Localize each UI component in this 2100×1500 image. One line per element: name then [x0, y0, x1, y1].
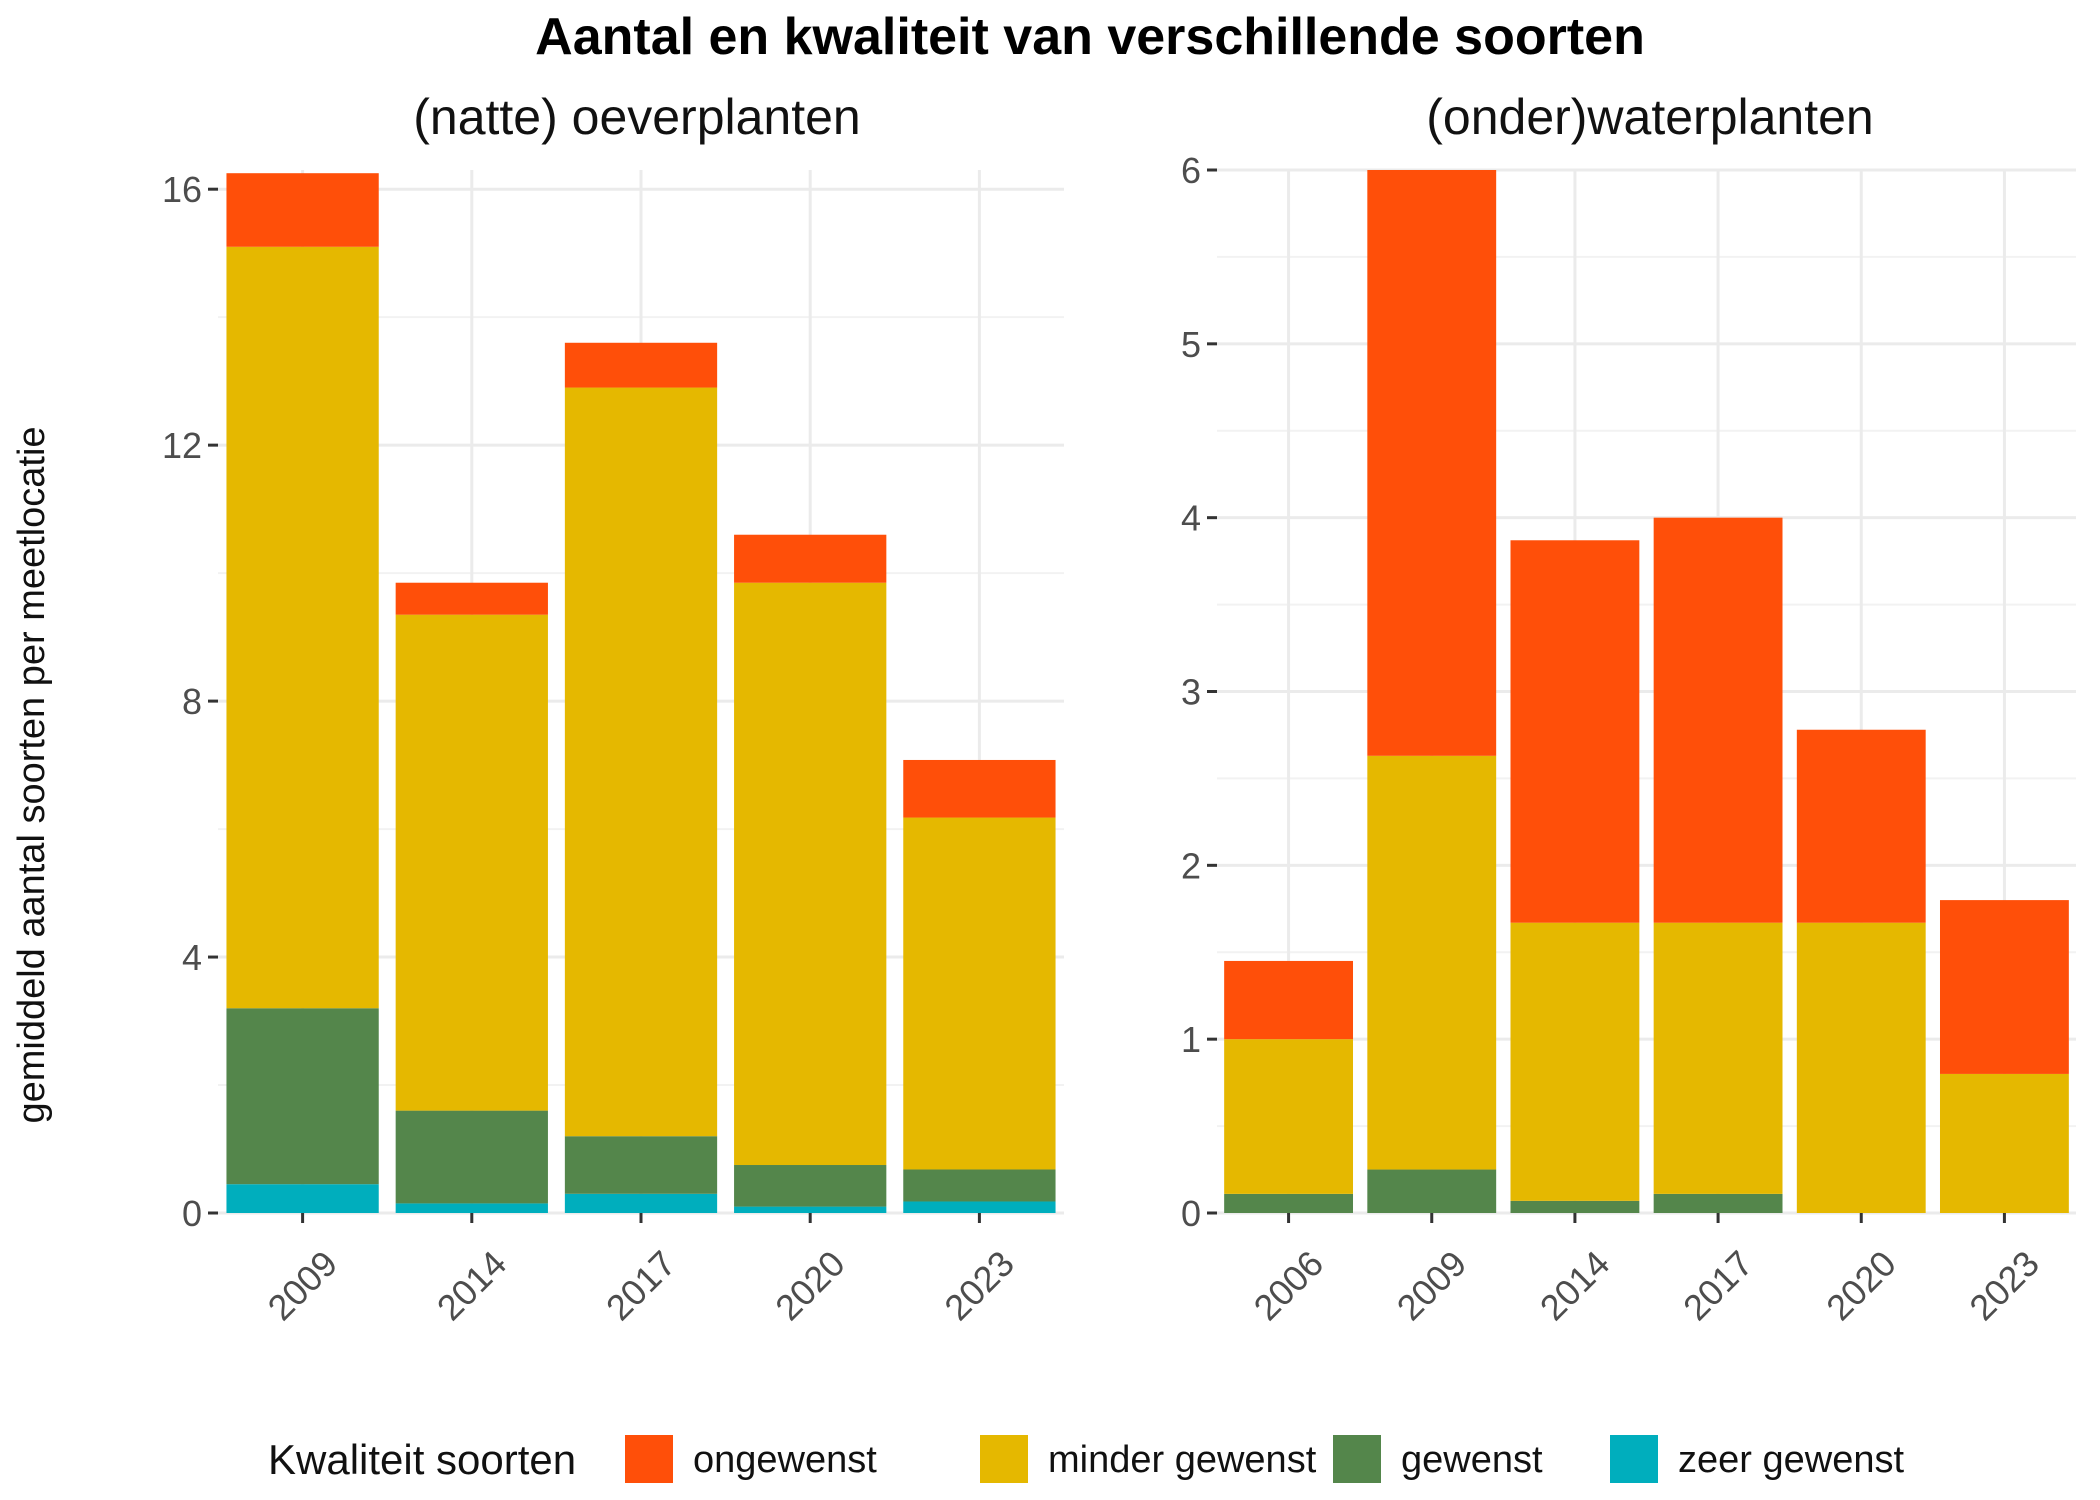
x-tick-label-2014: 2014 [1532, 1243, 1618, 1329]
legend-label-gewenst: gewenst [1401, 1439, 1543, 1481]
legend-key-ongewenst [625, 1435, 673, 1483]
chart-title: Aantal en kwaliteit van verschillende so… [535, 8, 1645, 66]
bar-gewenst-2017 [1653, 1193, 1783, 1213]
legend-key-zeer-gewenst [1610, 1435, 1658, 1483]
bar-gewenst-2020 [734, 1165, 887, 1207]
bar-ongewenst-2014 [1510, 540, 1640, 923]
bar-ongewenst-2009 [226, 173, 379, 247]
bar-ongewenst-2006 [1224, 960, 1354, 1040]
panel-2-subtitle: (onder)waterplanten [1426, 89, 1874, 145]
bar-minder-gewenst-2014 [395, 614, 548, 1111]
bar-minder-gewenst-2017 [564, 387, 718, 1137]
bar-ongewenst-2020 [734, 534, 887, 583]
y-tick-label: 2 [1181, 845, 1201, 886]
bar-minder-gewenst-2006 [1224, 1039, 1354, 1194]
bar-minder-gewenst-2009 [226, 246, 379, 1009]
bar-ongewenst-2014 [395, 582, 548, 615]
bar-zeer-gewenst-2009 [226, 1184, 379, 1213]
legend-label-ongewenst: ongewenst [693, 1439, 877, 1481]
x-tick-label-2023: 2023 [936, 1243, 1022, 1329]
legend-title: Kwaliteit soorten [268, 1436, 576, 1483]
bar-minder-gewenst-2020 [1796, 922, 1926, 1213]
y-tick-label: 6 [1181, 150, 1201, 191]
legend-key-minder-gewenst [980, 1435, 1028, 1483]
bar-gewenst-2009 [226, 1008, 379, 1185]
bar-ongewenst-2017 [564, 342, 718, 388]
panel-1-subtitle: (natte) oeverplanten [413, 89, 861, 145]
y-tick-label: 12 [162, 425, 202, 466]
x-tick-label-2017: 2017 [598, 1243, 684, 1329]
y-axis-label: gemiddeld aantal soorten per meetlocatie [11, 426, 53, 1123]
bar-gewenst-2017 [564, 1136, 718, 1194]
x-tick-label-2020: 2020 [1818, 1243, 1904, 1329]
bar-minder-gewenst-2020 [734, 582, 887, 1166]
x-tick-label-2009: 2009 [260, 1243, 346, 1329]
bar-gewenst-2023 [903, 1169, 1056, 1202]
x-tick-label-2014: 2014 [429, 1243, 515, 1329]
panel-1: (natte) oeverplanten 0 4 8 12 16 2009 2014 2017 2… [162, 89, 1064, 1328]
x-tick-label-2023: 2023 [1961, 1243, 2047, 1329]
y-tick-label: 5 [1181, 324, 1201, 365]
y-tick-label: 0 [182, 1193, 202, 1234]
bar-gewenst-2014 [395, 1110, 548, 1204]
y-tick-label: 0 [1181, 1193, 1201, 1234]
legend-label-zeer-gewenst: zeer gewenst [1678, 1439, 1904, 1481]
bar-gewenst-2014 [1510, 1200, 1640, 1213]
y-tick-label: 4 [1181, 498, 1201, 539]
legend: Kwaliteit soorten ongewenst minder gewens… [268, 1435, 1904, 1483]
bar-minder-gewenst-2009 [1367, 755, 1497, 1170]
bar-minder-gewenst-2023 [903, 817, 1056, 1170]
bar-zeer-gewenst-2023 [903, 1201, 1056, 1213]
bar-ongewenst-2020 [1796, 729, 1926, 923]
x-tick-label-2020: 2020 [767, 1243, 853, 1329]
x-tick-label-2006: 2006 [1246, 1243, 1332, 1329]
x-tick-label-2017: 2017 [1675, 1243, 1761, 1329]
bar-ongewenst-2023 [1939, 900, 2069, 1074]
bar-minder-gewenst-2017 [1653, 922, 1783, 1194]
y-tick-label: 8 [182, 681, 202, 722]
bar-zeer-gewenst-2014 [395, 1203, 548, 1213]
panel-2: (onder)waterplanten 0 1 2 3 4 5 6 2006 2009 2014 20… [1181, 89, 2076, 1328]
legend-key-gewenst [1333, 1435, 1381, 1483]
y-tick-label: 16 [162, 169, 202, 210]
bar-ongewenst-2017 [1653, 517, 1783, 923]
bar-gewenst-2009 [1367, 1169, 1497, 1213]
y-tick-label: 1 [1181, 1019, 1201, 1060]
bar-zeer-gewenst-2020 [734, 1206, 887, 1213]
bar-zeer-gewenst-2017 [564, 1193, 718, 1213]
bar-gewenst-2006 [1224, 1193, 1354, 1213]
y-tick-label: 4 [182, 937, 202, 978]
x-tick-label-2009: 2009 [1389, 1243, 1475, 1329]
y-tick-label: 3 [1181, 672, 1201, 713]
bar-ongewenst-2023 [903, 759, 1056, 818]
bar-ongewenst-2009 [1367, 170, 1497, 756]
bar-minder-gewenst-2014 [1510, 922, 1640, 1201]
legend-label-minder-gewenst: minder gewenst [1048, 1439, 1317, 1481]
bar-minder-gewenst-2023 [1939, 1073, 2069, 1213]
